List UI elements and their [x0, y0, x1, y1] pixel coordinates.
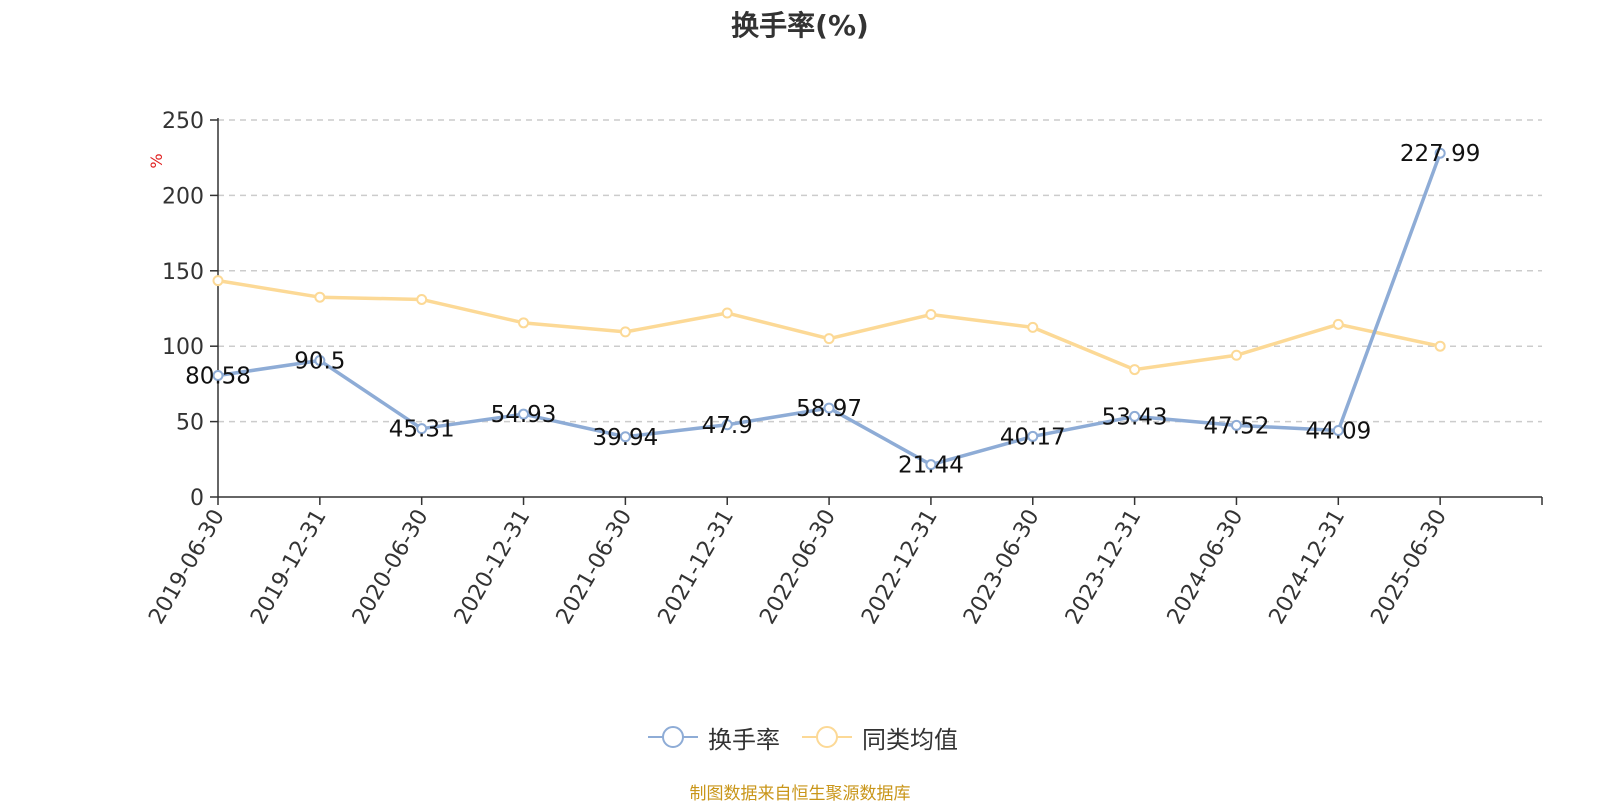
legend-marker-turnover — [648, 726, 698, 748]
data-point-peer-average — [721, 307, 733, 319]
data-point-turnover — [721, 419, 733, 431]
y-tick-label: 100 — [162, 335, 204, 360]
x-tick-label: 2025-06-30 — [1366, 505, 1452, 628]
x-tick-label: 2022-06-30 — [755, 505, 841, 628]
data-point-peer-average — [1027, 321, 1039, 333]
data-point-turnover — [925, 459, 937, 471]
data-point-peer-average — [1434, 340, 1446, 352]
y-tick-label: 150 — [162, 260, 204, 285]
y-tick-label: 250 — [162, 109, 204, 134]
y-tick-label: 200 — [162, 184, 204, 209]
data-label: 58.97 — [796, 396, 862, 422]
data-label: 21.44 — [898, 453, 964, 479]
data-point-peer-average — [212, 275, 224, 287]
data-label: 53.43 — [1102, 404, 1168, 430]
data-point-peer-average — [925, 309, 937, 321]
data-point-peer-average — [416, 293, 428, 305]
data-point-peer-average — [314, 291, 326, 303]
legend: 换手率 同类均值 — [648, 720, 958, 755]
data-label: 227.99 — [1400, 141, 1480, 167]
x-tick-label: 2019-06-30 — [144, 505, 230, 628]
x-tick-label: 2023-12-31 — [1061, 505, 1147, 628]
data-point-peer-average — [619, 326, 631, 338]
data-point-peer-average — [823, 333, 835, 345]
data-point-turnover — [619, 431, 631, 443]
data-point-peer-average — [1332, 318, 1344, 330]
data-point-turnover — [1027, 430, 1039, 442]
chart-title: 换手率(%) — [731, 9, 869, 42]
data-point-peer-average — [1129, 364, 1141, 376]
data-label: 44.09 — [1305, 419, 1371, 445]
x-tick-label: 2024-06-30 — [1163, 505, 1249, 628]
y-tick-label: 50 — [176, 411, 204, 436]
legend-marker-peer-average — [802, 726, 852, 748]
data-point-turnover — [1434, 147, 1446, 159]
data-label: 47.52 — [1204, 413, 1270, 439]
x-tick-label: 2019-12-31 — [246, 505, 332, 628]
data-label: 45.31 — [389, 417, 455, 443]
data-point-turnover — [823, 402, 835, 414]
legend-label-turnover: 换手率 — [708, 725, 780, 754]
x-tick-label: 2023-06-30 — [959, 505, 1045, 628]
y-tick-label: 0 — [190, 486, 204, 511]
data-point-turnover — [1129, 410, 1141, 422]
x-tick-label: 2020-06-30 — [348, 505, 434, 628]
data-point-turnover — [314, 355, 326, 367]
data-point-turnover — [416, 423, 428, 435]
series-line-peer-average — [217, 278, 1441, 372]
legend-label-peer-average: 同类均值 — [862, 725, 958, 754]
x-tick-label: 2021-06-30 — [552, 505, 638, 628]
data-point-peer-average — [518, 317, 530, 329]
data-label: 39.94 — [592, 425, 658, 451]
x-tick-label: 2021-12-31 — [654, 505, 740, 628]
legend-item-turnover[interactable]: 换手率 — [648, 720, 780, 755]
data-label: 90.5 — [294, 349, 345, 375]
x-tick-label: 2020-12-31 — [450, 505, 536, 628]
data-label: 80.58 — [185, 363, 251, 389]
data-point-turnover — [212, 369, 224, 381]
legend-item-peer-average[interactable]: 同类均值 — [802, 720, 958, 755]
data-point-peer-average — [1230, 349, 1242, 361]
data-point-turnover — [518, 408, 530, 420]
x-tick-label: 2024-12-31 — [1265, 505, 1351, 628]
source-note: 制图数据来自恒生聚源数据库 — [689, 784, 911, 804]
data-point-turnover — [1332, 425, 1344, 437]
data-label: 40.17 — [1000, 424, 1066, 450]
data-label: 54.93 — [491, 402, 557, 428]
data-point-turnover — [1230, 419, 1242, 431]
data-label: 47.9 — [702, 413, 753, 439]
y-axis-label: % — [147, 153, 166, 168]
x-tick-label: 2022-12-31 — [857, 505, 943, 628]
